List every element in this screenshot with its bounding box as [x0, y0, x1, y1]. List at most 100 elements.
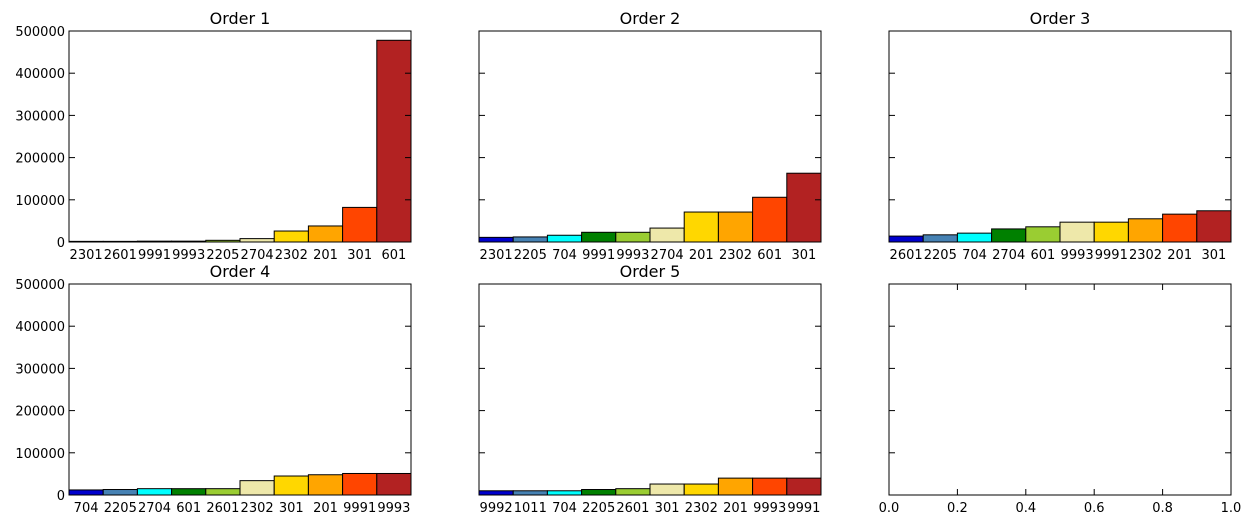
y-tick-label: 200000 — [15, 405, 65, 420]
bar-9991 — [342, 472, 378, 496]
axes-frame — [68, 283, 412, 496]
subplot-3: 2601 2205 704 2704 601 9993 9991 2302 201 301 Orde… — [888, 9, 1232, 263]
x-tick-label: 9991 — [582, 248, 615, 263]
bar-2601 — [615, 488, 651, 496]
bar-9992 — [478, 490, 514, 496]
bar-201 — [307, 225, 344, 243]
subplot-title: Order 5 — [620, 262, 681, 281]
bar-2601 — [888, 235, 924, 243]
axes-frame — [478, 30, 822, 243]
subplot-title: Order 1 — [210, 9, 271, 28]
x-tick-label: 201 — [313, 248, 338, 263]
bar-201 — [1162, 213, 1198, 243]
x-tick-label: 2205 — [924, 248, 957, 263]
x-tick-label: 1.0 — [1221, 501, 1242, 516]
bar-704 — [546, 490, 583, 496]
x-tick-label: 2302 — [1129, 248, 1162, 263]
bar-9993 — [752, 477, 788, 496]
y-tick-label: 300000 — [15, 109, 65, 124]
x-tick-label: 301 — [655, 501, 680, 516]
bar-2302 — [683, 483, 719, 496]
bar-2302 — [717, 211, 754, 243]
y-tick-label: 0 — [57, 236, 65, 251]
x-tick-label: 0.0 — [879, 501, 900, 516]
bar-201 — [683, 211, 719, 243]
bar-2704 — [649, 227, 685, 243]
y-tick-label: 200000 — [15, 152, 65, 167]
axes-frame — [68, 30, 412, 243]
x-tick-label: 301 — [279, 501, 304, 516]
x-tick-label: 0.4 — [1015, 501, 1036, 516]
x-tick-label: 9991 — [343, 501, 376, 516]
x-tick-label: 0.2 — [947, 501, 968, 516]
bar-9993 — [615, 231, 651, 243]
bar-9991 — [581, 231, 617, 243]
x-tick-label: 2704 — [992, 248, 1025, 263]
x-tick-label: 0.6 — [1084, 501, 1105, 516]
bar-704 — [546, 234, 583, 243]
bar-9993 — [1059, 221, 1095, 243]
bar-2704 — [239, 238, 275, 243]
bar-2205 — [581, 489, 617, 496]
x-tick-label: 9993 — [377, 501, 410, 516]
x-tick-label: 2302 — [241, 501, 274, 516]
bar-9991 — [1093, 221, 1129, 243]
y-tick-label: 400000 — [15, 67, 65, 82]
bar-301 — [786, 172, 822, 243]
bar-301 — [342, 206, 378, 243]
x-tick-label: 601 — [1030, 248, 1055, 263]
x-tick-label: 2205 — [104, 501, 137, 516]
x-tick-label: 9991 — [138, 248, 171, 263]
x-tick-label: 2704 — [651, 248, 684, 263]
bar-201 — [717, 477, 754, 496]
x-tick-label: 9993 — [753, 501, 786, 516]
x-tick-label: 9993 — [172, 248, 205, 263]
x-tick-label: 704 — [552, 248, 577, 263]
bar-2205 — [102, 489, 138, 496]
bar-704 — [956, 232, 993, 243]
x-tick-label: 2704 — [241, 248, 274, 263]
subplot-1: 2301 2601 9991 9993 2205 2704 2302 201 301 601 0 10… — [15, 9, 412, 263]
x-tick-label: 2601 — [890, 248, 923, 263]
bar-301 — [273, 475, 309, 496]
x-tick-label: 704 — [552, 501, 577, 516]
bar-601 — [752, 196, 788, 243]
x-tick-label: 2302 — [685, 501, 718, 516]
bar-201 — [307, 474, 344, 496]
x-tick-label: 601 — [176, 501, 201, 516]
x-tick-label: 1011 — [514, 501, 547, 516]
x-tick-label: 201 — [723, 501, 748, 516]
x-tick-label: 201 — [313, 501, 338, 516]
y-tick-label: 500000 — [15, 25, 65, 40]
y-tick-label: 400000 — [15, 320, 65, 335]
x-tick-label: 9991 — [787, 501, 820, 516]
bar-2704 — [136, 488, 173, 496]
subplot-4: 704 2205 2704 601 2601 2302 301 201 9991 9993 0 100… — [15, 262, 412, 516]
x-tick-label: 301 — [1201, 248, 1226, 263]
bar-2704 — [991, 228, 1027, 243]
x-tick-label: 9993 — [1061, 248, 1094, 263]
y-tick-label: 500000 — [15, 278, 65, 293]
x-tick-label: 2601 — [104, 248, 137, 263]
x-tick-label: 704 — [74, 501, 99, 516]
x-tick-label: 9991 — [1095, 248, 1128, 263]
bar-601 — [1025, 226, 1061, 243]
bar-2205 — [512, 236, 548, 243]
x-tick-label: 2205 — [514, 248, 547, 263]
x-tick-label: 2601 — [616, 501, 649, 516]
x-tick-label: 2704 — [138, 501, 171, 516]
bar-2205 — [922, 234, 958, 243]
bar-9991 — [786, 477, 822, 496]
bar-2302 — [1127, 218, 1164, 243]
bar-1011 — [512, 490, 548, 496]
x-tick-label: 201 — [689, 248, 714, 263]
y-tick-label: 100000 — [15, 194, 65, 209]
bar-601 — [376, 39, 412, 243]
bar-301 — [649, 483, 685, 496]
bar-601 — [171, 488, 207, 496]
x-tick-label: 9993 — [616, 248, 649, 263]
x-tick-label: 2601 — [206, 501, 239, 516]
axes-frame — [888, 283, 1232, 496]
x-tick-label: 601 — [381, 248, 406, 263]
